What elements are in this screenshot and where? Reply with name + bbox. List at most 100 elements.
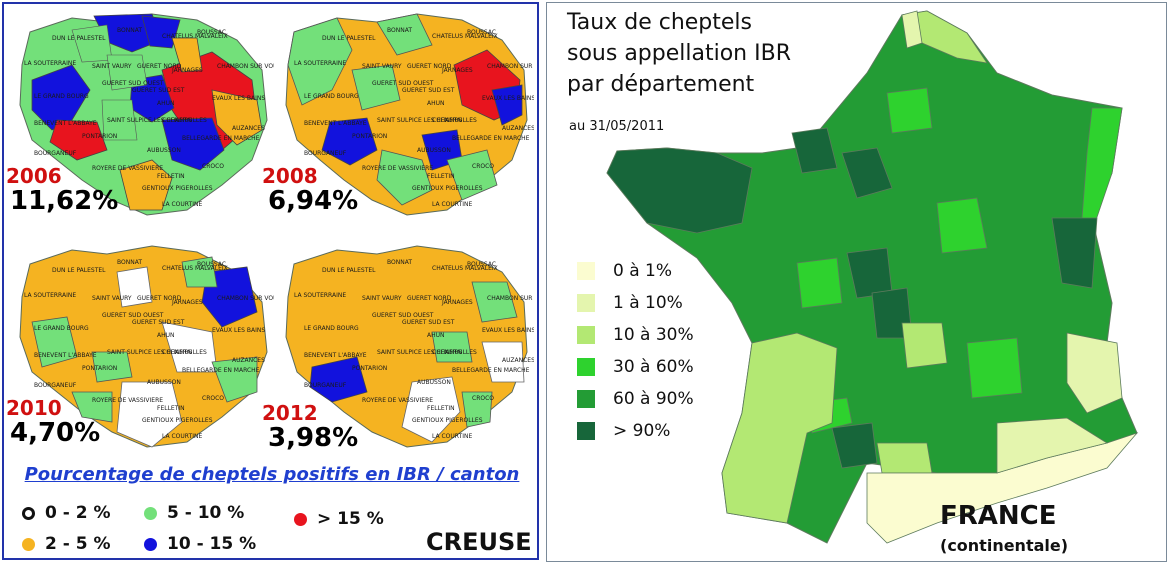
country-sublabel: (continentale)	[940, 536, 1069, 555]
canton-label: FELLETIN	[157, 173, 185, 180]
france-panel: Taux de cheptels sous appellation IBR pa…	[546, 2, 1167, 562]
canton-label: AUZANCES	[232, 357, 265, 364]
canton-label: CROCO	[202, 395, 224, 402]
canton-label: LE GRAND BOURG	[304, 325, 359, 332]
canton-label: BOURGANEUF	[304, 382, 347, 389]
percent-value-2012: 3,98%	[268, 423, 359, 453]
swatch-4	[577, 390, 595, 408]
legend-row-3: 30 à 60%	[577, 357, 694, 377]
canton-label: BOUSSAC	[197, 261, 226, 268]
canton-label: SAINT SULPICE LES CHAMPS	[377, 117, 462, 124]
canton-label: EVAUX LES BAINS	[212, 95, 265, 102]
canton-label: BELLEGARDE EN MARCHE	[452, 135, 530, 142]
canton-label: LA SOUTERRAINE	[24, 60, 76, 67]
canton-label: SAINT SULPICE LES CHAMPS	[107, 349, 192, 356]
canton-label: CROCO	[472, 163, 494, 170]
canton-label: ROYERE DE VASSIVIERE	[92, 165, 163, 172]
canton-label: SAINT SULPICE LES CHAMPS	[107, 117, 192, 124]
france-map	[606, 10, 1139, 544]
canton-label: BOURGANEUF	[34, 150, 77, 157]
swatch-2	[577, 326, 595, 344]
canton-label: DUN LE PALESTEL	[322, 267, 376, 274]
canton-label: FELLETIN	[427, 173, 455, 180]
country-label: FRANCE	[940, 501, 1057, 531]
canton-label: DUN LE PALESTEL	[52, 35, 106, 42]
canton-label: BENEVENT L'ABBAYE	[304, 352, 367, 359]
canton-label: AHUN	[157, 332, 175, 339]
canton-label: GUERET NORD	[137, 295, 182, 302]
canton-label: GUERET SUD EST	[402, 319, 455, 326]
canton-label: BONNAT	[387, 259, 412, 266]
orange-dot-icon	[22, 537, 35, 551]
percent-value-2010: 4,70%	[10, 418, 101, 448]
canton-label: GUERET SUD OUEST	[372, 80, 434, 87]
canton-label: CHAMBON SUR VOUEIZE	[217, 63, 274, 70]
canton-label: AUBUSSON	[147, 147, 181, 154]
legend-title: Pourcentage de cheptels positifs en IBR …	[24, 464, 520, 485]
canton-label: BENEVENT L'ABBAYE	[34, 120, 97, 127]
canton-label: GUERET SUD EST	[132, 319, 185, 326]
legend-item-over-15: > 15 %	[294, 509, 384, 529]
canton-label: CROCO	[202, 163, 224, 170]
canton-label: CHENERAILLES	[432, 117, 477, 124]
canton-label: LE GRAND BOURG	[304, 93, 359, 100]
canton-label: EVAUX LES BAINS	[482, 95, 534, 102]
canton-label: AHUN	[157, 100, 175, 107]
canton-label: BELLEGARDE EN MARCHE	[452, 367, 530, 374]
canton-label: LA COURTINE	[162, 433, 202, 440]
canton-label: CROCO	[472, 395, 494, 402]
canton-label: AUBUSSON	[147, 379, 181, 386]
canton-label: FELLETIN	[157, 405, 185, 412]
swatch-0	[577, 262, 595, 280]
canton-label: PONTARION	[82, 365, 117, 372]
creuse-panel: DUN LE PALESTEL BONNAT CHATELUS MALVALEIX B…	[2, 2, 539, 560]
canton-label: GENTIOUX PIGEROLLES	[412, 417, 483, 424]
canton-label: PONTARION	[352, 133, 387, 140]
legend-item-0-2: 0 - 2 %	[22, 503, 111, 523]
canton-label: LA COURTINE	[162, 201, 202, 208]
year-label-2006: 2006	[6, 164, 62, 188]
canton-label: EVAUX LES BAINS	[212, 327, 265, 334]
canton-label: BOUSSAC	[197, 29, 226, 36]
canton-label: LE GRAND BOURG	[34, 93, 89, 100]
canton-label: SAINT VAURY	[92, 63, 132, 70]
legend-item-5-10: 5 - 10 %	[144, 503, 244, 523]
canton-label: BONNAT	[387, 27, 412, 34]
canton-label: CHAMBON SUR VOUEIZE	[487, 295, 534, 302]
canton-label: BOUSSAC	[467, 29, 496, 36]
canton-label: JARNAGES	[171, 67, 203, 74]
canton-label: ROYERE DE VASSIVIERE	[92, 397, 163, 404]
green-dot-icon	[144, 506, 157, 520]
legend-row-5: > 90%	[577, 421, 670, 441]
canton-label: AUBUSSON	[417, 379, 451, 386]
canton-label: CHENERAILLES	[162, 349, 207, 356]
canton-label: PONTARION	[352, 365, 387, 372]
canton-label: BELLEGARDE EN MARCHE	[182, 367, 260, 374]
canton-label: LA SOUTERRAINE	[294, 292, 346, 299]
canton-label: CHENERAILLES	[162, 117, 207, 124]
canton-label: CHENERAILLES	[432, 349, 477, 356]
canton-label: JARNAGES	[441, 299, 473, 306]
title-line-2: sous appellation IBR	[567, 41, 791, 66]
canton-label: CHATELUS MALVALEIX	[432, 33, 498, 40]
canton-label: BELLEGARDE EN MARCHE	[182, 135, 260, 142]
canton-label: JARNAGES	[441, 67, 473, 74]
canton-label: CHAMBON SUR VOUEIZE	[217, 295, 274, 302]
canton-label: BOURGANEUF	[34, 382, 77, 389]
percent-value-2008: 6,94%	[268, 186, 359, 216]
canton-label: DUN LE PALESTEL	[52, 267, 106, 274]
legend-row-0: 0 à 1%	[577, 261, 672, 281]
canton-label: LA COURTINE	[432, 433, 472, 440]
canton-label: AUZANCES	[232, 125, 265, 132]
region-label: CREUSE	[426, 528, 532, 556]
canton-label: BOUSSAC	[467, 261, 496, 268]
canton-label: ROYERE DE VASSIVIERE	[362, 397, 433, 404]
canton-label: SAINT VAURY	[362, 295, 402, 302]
canton-label: BONNAT	[117, 259, 142, 266]
red-dot-icon	[294, 512, 307, 526]
canton-label: GUERET NORD	[137, 63, 182, 70]
canton-label: GENTIOUX PIGEROLLES	[142, 185, 213, 192]
